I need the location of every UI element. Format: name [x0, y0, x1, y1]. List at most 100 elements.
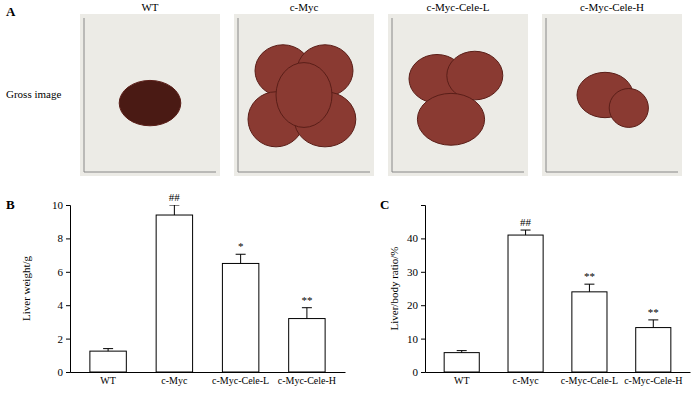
x-tick: WT — [454, 372, 470, 386]
group-label: c-Myc-Cele-L — [427, 1, 490, 13]
error-bar — [169, 205, 179, 215]
y-tick-mark — [421, 305, 425, 306]
annotation: ** — [584, 270, 595, 282]
x-axis-line — [426, 372, 691, 373]
y-tick: 10 — [407, 333, 425, 345]
error-cap — [521, 230, 531, 231]
row-label: Gross image — [6, 88, 61, 100]
error-cap — [169, 205, 179, 206]
y-tick-label: 2 — [58, 333, 64, 345]
y-tick-label: 0 — [58, 366, 64, 378]
y-tick-mark — [66, 205, 70, 206]
ruler — [238, 18, 239, 172]
y-tick-mark — [421, 238, 425, 239]
y-tick-label: 30 — [407, 266, 419, 278]
y-tick: 6 — [58, 266, 71, 278]
bar — [636, 328, 671, 372]
photo — [388, 14, 528, 176]
y-tick: 30 — [407, 266, 425, 278]
y-axis: 0 10 20 30 40 — [407, 206, 426, 379]
y-tick-label: 0 — [413, 366, 419, 378]
y-tick-label: 6 — [58, 266, 64, 278]
y-tick-label: 8 — [58, 232, 64, 244]
photo — [542, 14, 682, 176]
x-tick: c-Myc-Cele-L — [212, 372, 269, 386]
error-bar — [302, 308, 312, 319]
error-line — [306, 308, 307, 319]
y-tick: 0 — [413, 366, 426, 378]
y-tick-label: 10 — [407, 333, 419, 345]
ruler — [84, 172, 216, 173]
y-tick: 10 — [52, 199, 70, 211]
x-tick-label: WT — [454, 375, 470, 386]
liver — [119, 80, 181, 125]
error-bar — [236, 254, 246, 263]
y-tick-label: 40 — [407, 232, 419, 244]
x-tick-label: c-Myc — [161, 375, 188, 386]
x-axis: WT c-Myc c-Myc-Cele-L c-Myc-Cele-H — [426, 372, 691, 386]
y-axis-title: Liver weight/g — [20, 255, 32, 321]
liver — [417, 93, 484, 145]
error-line — [589, 284, 590, 292]
y-tick-label: 20 — [407, 299, 419, 311]
photo-background — [80, 14, 220, 176]
error-line — [174, 205, 175, 215]
y-tick-mark — [66, 238, 70, 239]
ruler — [238, 172, 370, 173]
panel-label: B — [6, 197, 15, 212]
panel-label: C — [380, 197, 389, 212]
x-tick-label: c-Myc-Cele-H — [278, 375, 336, 386]
error-bar — [457, 351, 467, 353]
annotation: ** — [648, 306, 659, 318]
bar — [289, 319, 325, 372]
photo-background — [234, 14, 374, 176]
x-tick-label: c-Myc — [513, 375, 540, 386]
y-tick-label: 4 — [58, 299, 64, 311]
x-tick-label: c-Myc-Cele-H — [624, 375, 682, 386]
x-axis-line — [71, 372, 346, 373]
liver — [276, 63, 332, 128]
bar — [444, 353, 479, 372]
ruler — [392, 172, 524, 173]
x-tick: WT — [100, 372, 116, 386]
ruler — [392, 18, 393, 172]
error-cap — [236, 254, 246, 255]
error-bar — [521, 230, 531, 235]
x-tick: c-Myc-Cele-L — [561, 372, 618, 386]
photo — [234, 14, 374, 176]
photo — [80, 14, 220, 176]
y-tick: 2 — [58, 333, 71, 345]
annotation: ** — [301, 294, 312, 306]
error-line — [525, 230, 526, 235]
x-tick: c-Myc — [161, 372, 188, 386]
bar — [90, 351, 126, 372]
annotation: ## — [520, 216, 532, 228]
y-tick-mark — [421, 272, 425, 273]
y-tick: 8 — [58, 232, 71, 244]
y-tick: 40 — [407, 232, 425, 244]
y-tick-mark — [66, 305, 70, 306]
error-bar — [103, 349, 113, 352]
ruler — [84, 18, 85, 172]
annotation: ## — [169, 191, 181, 203]
error-cap — [103, 348, 113, 349]
bar — [508, 235, 543, 372]
photo-background — [388, 14, 528, 176]
bar — [572, 292, 607, 372]
figure: AGross imageWTc-Mycc-Myc-Cele-Lc-Myc-Cel… — [0, 0, 700, 394]
ruler — [546, 172, 678, 173]
x-tick-label: c-Myc-Cele-L — [561, 375, 618, 386]
error-bar — [648, 320, 658, 328]
y-axis: 0 2 4 6 8 10 — [52, 199, 71, 378]
photo-background — [542, 14, 682, 176]
error-line — [653, 320, 654, 328]
liver — [609, 89, 648, 128]
group-label: c-Myc — [290, 1, 319, 13]
y-tick-mark — [421, 339, 425, 340]
liver — [447, 51, 503, 100]
plot-area — [444, 230, 671, 372]
x-tick-label: WT — [100, 375, 116, 386]
error-cap — [302, 307, 312, 308]
error-bar — [584, 284, 594, 292]
ruler — [546, 18, 547, 172]
